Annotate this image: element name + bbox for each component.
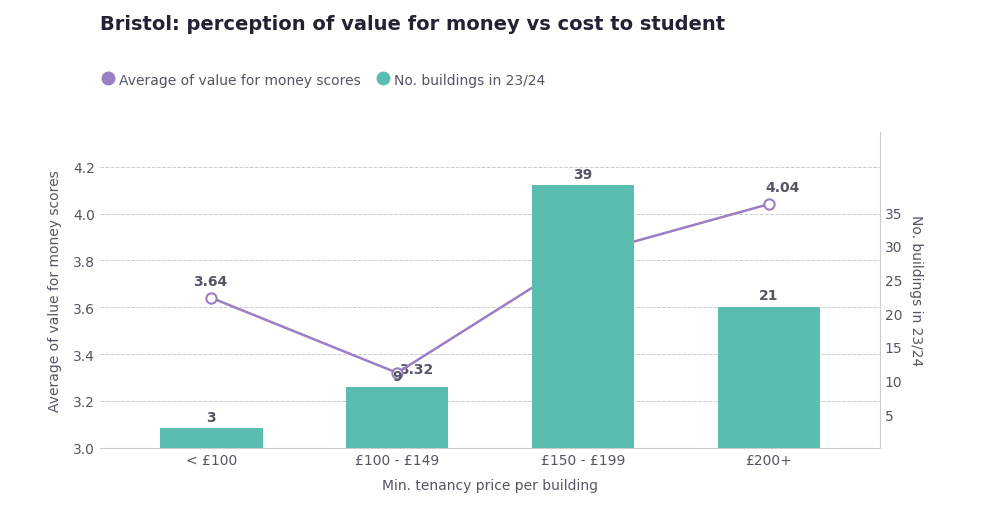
Text: 3.82: 3.82 [552, 233, 586, 246]
Text: Bristol: perception of value for money vs cost to student: Bristol: perception of value for money v… [100, 15, 725, 34]
Legend: Average of value for money scores, No. buildings in 23/24: Average of value for money scores, No. b… [97, 68, 551, 93]
Text: 4.04: 4.04 [765, 181, 800, 195]
Bar [346, 387, 448, 448]
Text: 39: 39 [573, 168, 592, 182]
Y-axis label: Average of value for money scores: Average of value for money scores [48, 169, 62, 411]
Point [575, 252, 591, 260]
Y-axis label: No. buildings in 23/24: No. buildings in 23/24 [909, 215, 923, 365]
Bar [718, 307, 820, 448]
Text: 3: 3 [207, 410, 216, 424]
Bar [532, 186, 634, 448]
Point [203, 294, 219, 302]
Point [761, 201, 777, 209]
Point [389, 369, 405, 377]
Bar [160, 428, 262, 448]
Text: 9: 9 [392, 370, 402, 383]
Text: 21: 21 [759, 289, 778, 303]
Text: 3.64: 3.64 [193, 275, 227, 289]
Text: 3.32: 3.32 [399, 362, 434, 376]
X-axis label: Min. tenancy price per building: Min. tenancy price per building [382, 478, 598, 492]
